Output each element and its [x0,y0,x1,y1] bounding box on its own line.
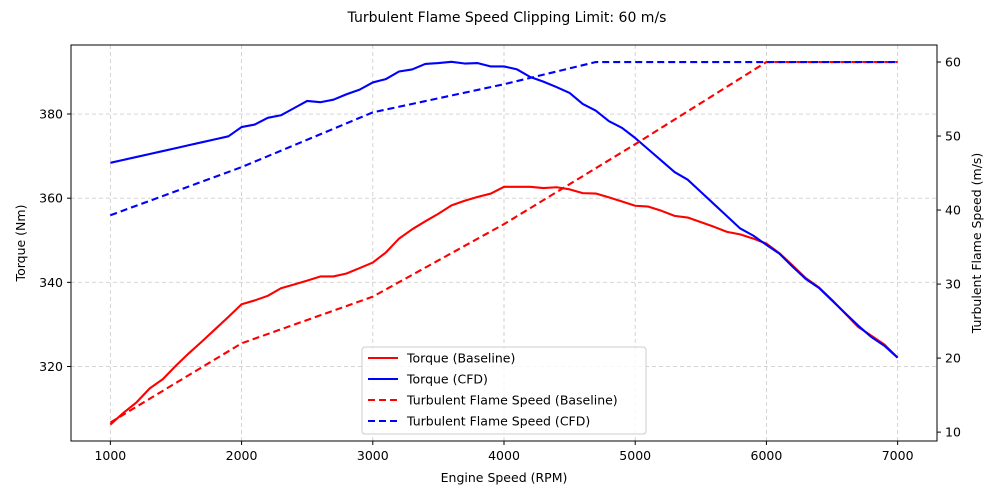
legend-label-turbulent-flame-speed-cfd: Turbulent Flame Speed (CFD) [406,414,590,429]
y-axis-left-title: Torque (Nm) [13,205,28,283]
chart-title: Turbulent Flame Speed Clipping Limit: 60… [347,10,667,26]
legend: Torque (Baseline) Torque (CFD) Turbulent F… [361,346,647,435]
x-tick-label: 5000 [619,448,651,463]
x-tick-label: 1000 [94,448,126,463]
y-left-tick-label: 340 [39,275,63,290]
x-tick-label: 6000 [751,448,783,463]
series-line-turbulent-flame-speed-cfd [109,60,898,217]
y-right-tick-label: 40 [945,203,961,218]
x-tick-label: 2000 [226,448,258,463]
y-axis-right-title: Turbulent Flame Speed (m/s) [969,153,984,335]
legend-label-torque-baseline: Torque (Baseline) [406,351,515,366]
y-right-tick-label: 20 [945,351,961,366]
series-lines [109,60,899,426]
legend-box [361,346,647,435]
y-left-tick-label: 320 [39,359,63,374]
x-tick-label: 7000 [882,448,914,463]
axis-ticks: 1000 2000 3000 4000 5000 6000 7000 320 340 360 380… [39,55,961,463]
legend-label-torque-cfd: Torque (CFD) [406,372,488,387]
y-right-tick-label: 10 [945,425,961,440]
series-line-turbulent-flame-speed-baseline [109,60,898,424]
legend-label-turbulent-flame-speed-baseline: Turbulent Flame Speed (Baseline) [406,393,618,408]
x-tick-label: 3000 [357,448,389,463]
series-line-torque-cfd [110,60,899,359]
y-left-tick-label: 360 [39,191,63,206]
y-right-tick-label: 30 [945,277,961,292]
y-left-tick-label: 380 [39,107,63,122]
x-tick-label: 4000 [488,448,520,463]
y-right-tick-label: 60 [945,55,961,70]
y-right-tick-label: 50 [945,129,961,144]
x-axis-title: Engine Speed (RPM) [441,470,568,485]
